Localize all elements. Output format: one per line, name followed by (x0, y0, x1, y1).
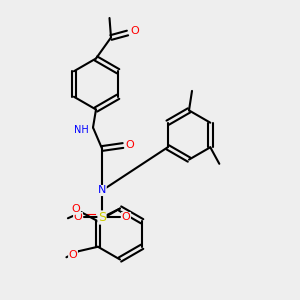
Text: O: O (122, 212, 130, 223)
Text: O: O (74, 212, 82, 223)
Text: O: O (72, 204, 80, 214)
Text: S: S (98, 211, 106, 224)
Text: O: O (125, 140, 134, 151)
Text: O: O (130, 26, 140, 37)
Text: N: N (98, 185, 106, 196)
Text: O: O (69, 250, 77, 260)
Text: NH: NH (74, 125, 88, 136)
